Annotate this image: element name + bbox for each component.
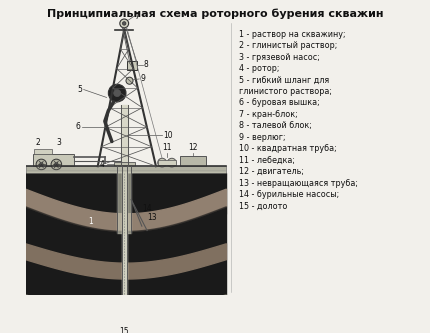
Text: 2 - глинистый раствор;: 2 - глинистый раствор; [239,41,337,50]
Text: 11 - лебедка;: 11 - лебедка; [239,156,295,165]
Circle shape [40,163,43,166]
Circle shape [36,159,46,170]
Text: 13 - невращающаяся труба;: 13 - невращающаяся труба; [239,178,358,187]
Text: 7: 7 [135,12,140,21]
Circle shape [158,158,166,167]
Polygon shape [25,166,227,173]
Text: 12 - двигатель;: 12 - двигатель; [239,167,304,176]
Text: 10: 10 [163,131,172,140]
Text: 6 - буровая вышка;: 6 - буровая вышка; [239,98,319,107]
Polygon shape [114,162,135,166]
Circle shape [108,84,126,102]
Polygon shape [180,156,206,166]
Text: глинистого раствора;: глинистого раствора; [239,87,332,96]
Polygon shape [25,244,227,279]
Text: 1: 1 [88,217,93,226]
Text: 5 - гибкий шланг для: 5 - гибкий шланг для [239,76,329,85]
Polygon shape [25,295,227,324]
Text: 1 - раствор на скважину;: 1 - раствор на скважину; [239,30,345,39]
Text: 3: 3 [57,138,61,147]
Circle shape [51,159,61,170]
Text: 13: 13 [147,213,157,222]
Polygon shape [33,154,74,166]
Circle shape [55,163,58,166]
Text: 11: 11 [162,143,171,152]
Text: 5: 5 [77,85,82,94]
Text: 6: 6 [75,122,80,131]
Text: Принципиальная схема роторного бурения скважин: Принципиальная схема роторного бурения с… [47,8,383,19]
Text: 7 - кран-блок;: 7 - кран-блок; [239,110,298,119]
Text: 9: 9 [140,75,145,84]
Text: 4: 4 [100,160,105,169]
Text: 8: 8 [144,60,148,69]
Circle shape [167,158,176,167]
Polygon shape [122,166,127,310]
Polygon shape [34,149,52,154]
Text: 8 - талевой блок;: 8 - талевой блок; [239,121,312,130]
Text: 14 - бурильные насосы;: 14 - бурильные насосы; [239,190,339,199]
Text: 15 - долото: 15 - долото [239,201,287,210]
Polygon shape [25,189,227,231]
Text: 4 - ротор;: 4 - ротор; [239,64,280,73]
Text: 14: 14 [142,204,151,213]
Polygon shape [117,166,131,233]
Text: 9 - верлюг;: 9 - верлюг; [239,133,286,142]
Polygon shape [119,314,129,325]
Polygon shape [25,207,227,238]
Bar [158,160,176,165]
Text: 3 - грязевой насос;: 3 - грязевой насос; [239,53,319,62]
Circle shape [123,22,126,25]
Polygon shape [121,105,128,166]
Bar [127,61,138,70]
Circle shape [126,77,133,84]
Text: 2: 2 [35,138,40,147]
Polygon shape [25,173,227,295]
Circle shape [114,90,121,97]
Text: 15: 15 [120,327,129,333]
Circle shape [120,19,129,28]
Text: 12: 12 [188,143,198,152]
Text: 10 - квадратная труба;: 10 - квадратная труба; [239,144,337,153]
